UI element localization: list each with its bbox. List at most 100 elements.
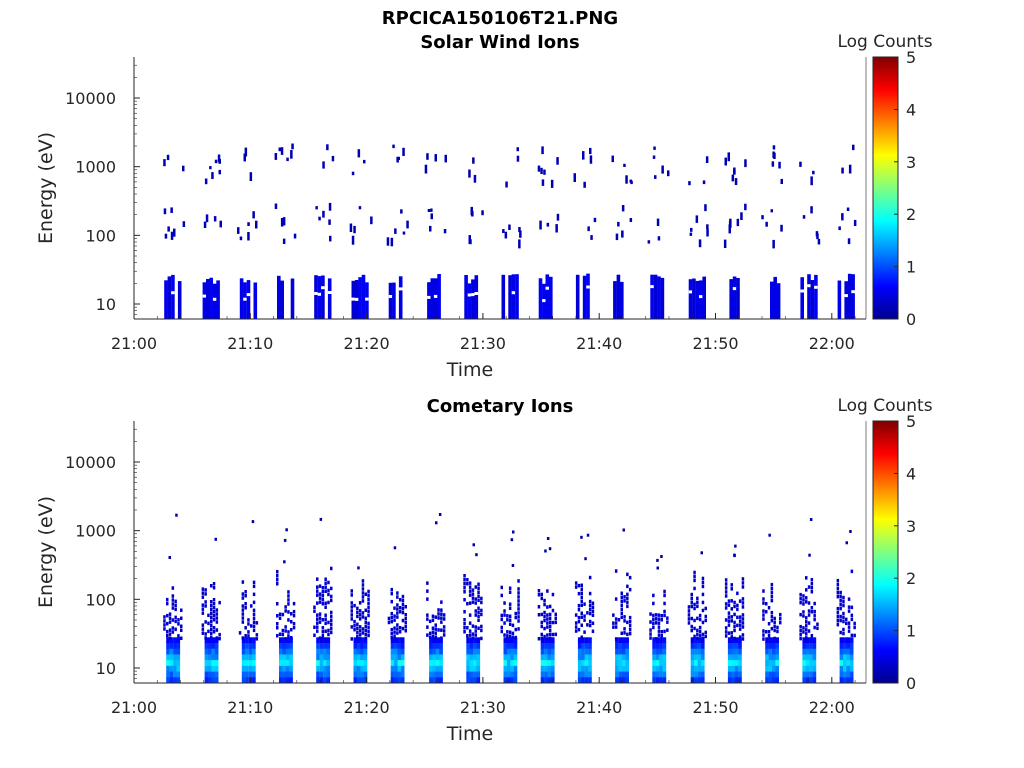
tail-cell [398, 598, 402, 602]
sparse-cell [656, 566, 659, 570]
core-cell [694, 677, 698, 683]
core-cell [466, 648, 470, 655]
tail-cell [701, 620, 705, 625]
gap-cell [171, 291, 175, 295]
tail-cell [398, 610, 402, 614]
tail-cell [477, 606, 480, 610]
core-cell [581, 660, 585, 667]
core-cell [319, 677, 324, 683]
sparse-cell [370, 216, 373, 225]
tail-cell [614, 617, 618, 621]
colorbar-label: Log Counts [837, 32, 932, 52]
sparse-cell [322, 210, 325, 218]
tail-cell [762, 601, 765, 605]
tail-cell [201, 591, 205, 595]
core-cell [588, 654, 592, 661]
tail-cell [218, 632, 221, 637]
core-cell [166, 660, 170, 667]
core-cell [697, 637, 702, 644]
tail-cell [543, 602, 546, 607]
core-cell [394, 648, 398, 655]
gap-cell [807, 284, 811, 288]
core-cell [622, 677, 626, 683]
core-cell [701, 654, 705, 661]
sweep-cell [586, 273, 590, 319]
core-cell [208, 648, 212, 655]
tail-cell [574, 629, 578, 633]
core-cell [166, 648, 170, 655]
tail-cell [614, 597, 618, 601]
core-cell [547, 671, 552, 678]
core-cell [363, 671, 368, 678]
tail-cell [554, 616, 557, 621]
tail-cell [396, 615, 399, 619]
tail-cell [477, 594, 480, 598]
sweep-cell [699, 280, 703, 319]
tail-cell [252, 620, 256, 625]
tail-cell [201, 607, 205, 611]
core-cell [435, 643, 440, 650]
core-cell [319, 665, 324, 673]
tail-cell [350, 593, 353, 597]
core-cell [540, 677, 545, 683]
core-cell [701, 648, 705, 655]
core-cell [738, 660, 742, 667]
tail-cell [591, 613, 595, 617]
tail-cell [287, 610, 290, 614]
core-cell [323, 665, 327, 673]
sparse-cell [481, 210, 484, 216]
core-cell [846, 648, 850, 655]
core-cell [323, 671, 327, 678]
core-cell [204, 654, 209, 661]
core-cell [690, 643, 695, 650]
tail-cell [367, 633, 370, 638]
sparse-cell [550, 179, 554, 188]
sparse-cell [555, 224, 558, 233]
tail-cell [210, 620, 213, 624]
tail-cell [434, 627, 437, 631]
sparse-cell [653, 146, 656, 150]
core-cell [469, 654, 474, 661]
tail-cell [628, 627, 632, 632]
sparse-cell [217, 154, 221, 163]
core-cell [655, 665, 660, 673]
y-tick-label: 10 [96, 295, 116, 314]
core-cell [432, 654, 437, 661]
sparse-cell [544, 549, 547, 553]
colorbar-tick-label: 4 [906, 100, 916, 119]
sparse-cell [582, 151, 585, 160]
tail-cell [244, 606, 247, 610]
tail-cell [810, 582, 814, 586]
core-cell [360, 671, 364, 678]
core-cell [849, 665, 854, 673]
core-cell [248, 665, 253, 673]
core-cell [510, 671, 514, 678]
tail-cell [210, 604, 213, 608]
core-cell [360, 660, 364, 667]
tail-cell [583, 618, 586, 622]
tail-cell [367, 609, 370, 614]
sweep-cell [474, 275, 479, 319]
tail-cell [426, 581, 429, 585]
tail-cell [543, 626, 546, 631]
core-cell [513, 637, 518, 644]
tail-cell [398, 630, 402, 634]
core-cell [506, 643, 511, 650]
sparse-cell [473, 174, 477, 183]
core-cell [727, 677, 732, 683]
core-cell [397, 665, 402, 673]
tail-cell [540, 612, 543, 617]
core-cell [241, 660, 246, 667]
tail-cell [215, 620, 219, 624]
tail-cell [367, 593, 370, 598]
tail-cell [738, 627, 742, 631]
tail-cell [577, 607, 581, 612]
core-cell [839, 648, 844, 655]
y-tick-label: 1000 [75, 522, 116, 541]
core-cell [768, 648, 773, 655]
tail-cell [426, 613, 429, 617]
tail-cell [468, 629, 472, 633]
tail-cell [767, 606, 771, 610]
tail-cell [807, 613, 811, 617]
tail-cell [588, 599, 592, 604]
